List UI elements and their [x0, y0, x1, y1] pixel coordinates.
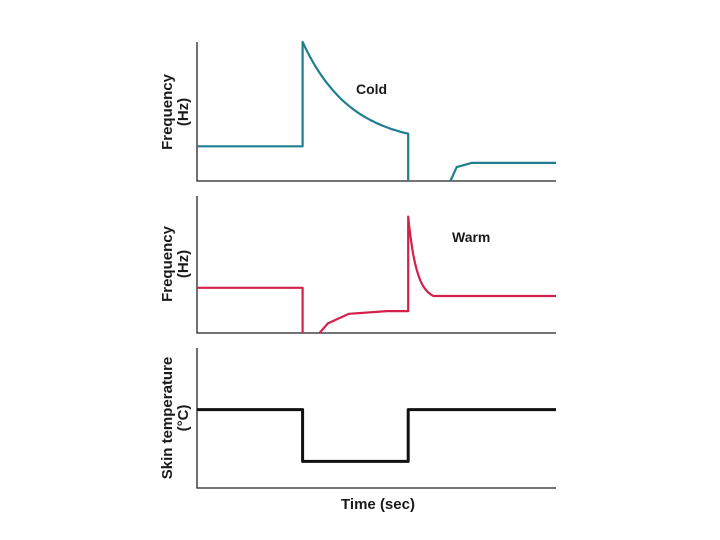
panel-warm-ylabel-line1: Frequency	[159, 225, 176, 302]
annotation-cold: Cold	[356, 81, 387, 97]
panel-skin-ylabel-line2: (°C)	[175, 405, 192, 432]
panel-warm-ylabel-line2: (Hz)	[175, 250, 192, 278]
series-cold-segment-1	[197, 40, 410, 181]
panel-cold: Frequency (Hz) Cold	[159, 40, 556, 182]
panel-skin: Skin temperature (°C) Time (sec)	[159, 348, 556, 513]
panel-skin-axes	[196, 348, 556, 489]
series-warm-segment-1	[197, 286, 304, 333]
series-skin-segment-1	[197, 408, 556, 463]
panel-cold-ylabel-line1: Frequency	[159, 73, 176, 150]
series-cold-segment-2	[449, 161, 556, 182]
panel-cold-axes	[196, 42, 556, 182]
panel-warm-lines	[197, 215, 556, 334]
x-axis-label: Time (sec)	[341, 496, 415, 513]
panel-skin-lines	[197, 408, 556, 463]
panel-warm-axes	[196, 196, 556, 334]
panel-cold-lines	[197, 40, 556, 182]
panel-warm: Frequency (Hz) Warm	[159, 196, 556, 334]
annotation-warm: Warm	[452, 229, 490, 245]
series-warm-segment-2	[318, 215, 556, 334]
panel-skin-ylabel-line1: Skin temperature	[159, 357, 176, 480]
panel-cold-ylabel-line2: (Hz)	[175, 98, 192, 126]
